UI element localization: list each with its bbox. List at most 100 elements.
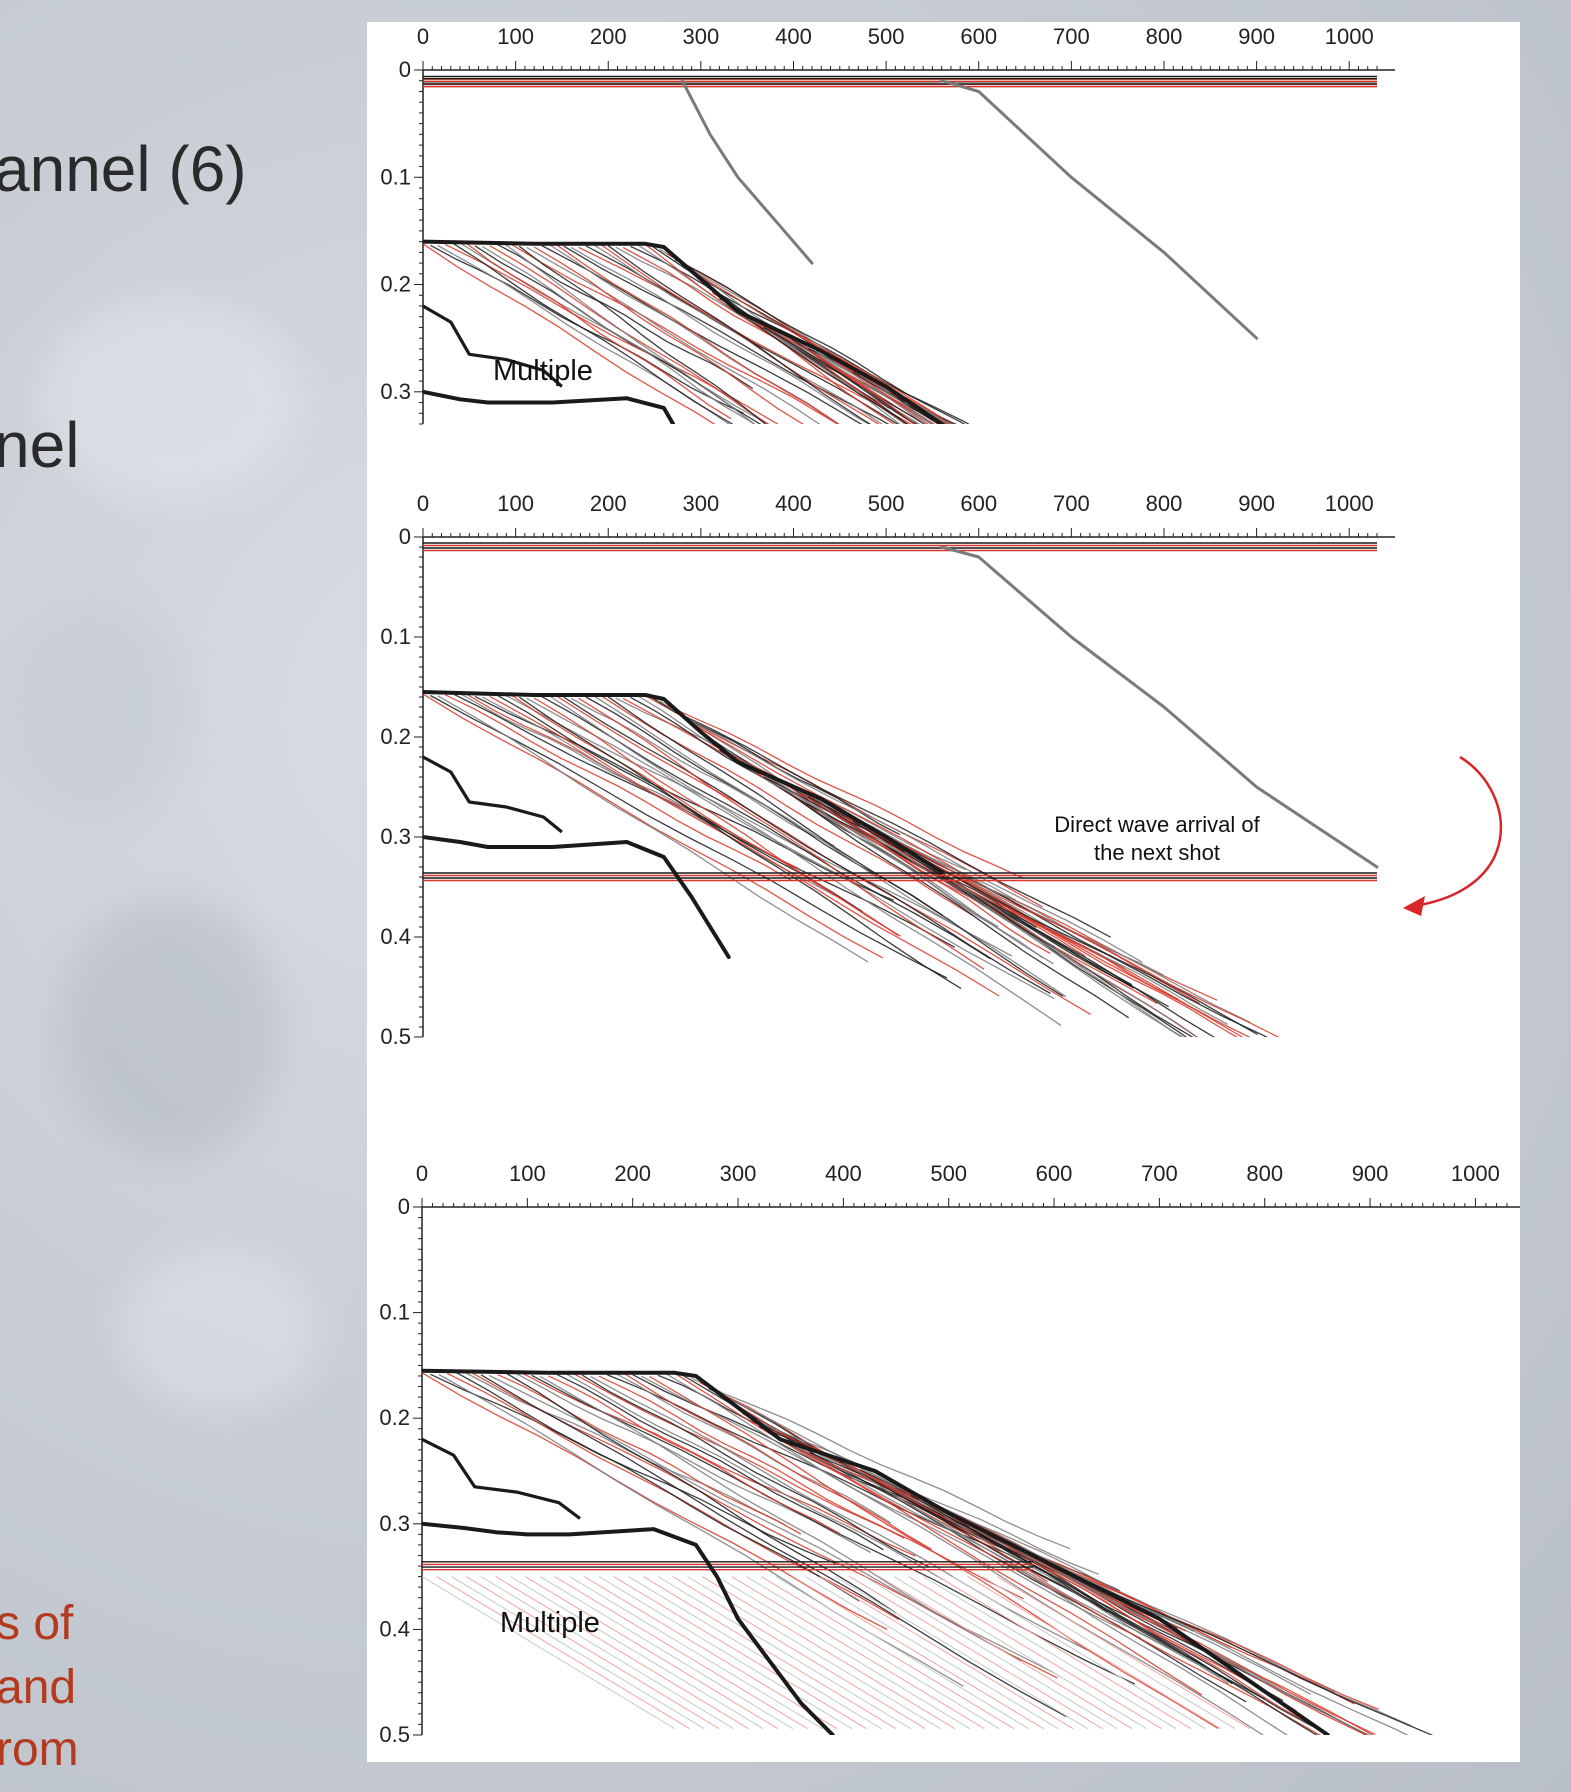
seismic-trace <box>455 1371 860 1602</box>
seismic-trace <box>644 243 895 424</box>
faded-trace <box>636 549 1008 662</box>
seismic-trace <box>593 695 1067 998</box>
faded-trace <box>534 547 906 695</box>
seismic-trace <box>691 1377 1071 1550</box>
y-tick-label: 0.3 <box>380 824 411 849</box>
chart-panel-3: 0 100 200 300 400 500 600 700 800 900 1000 0 0.1 0.2 0… <box>379 1161 1520 1747</box>
seismic-trace <box>674 259 966 424</box>
y-tick-label: 0.3 <box>379 1511 410 1536</box>
x-tick-label: 800 <box>1146 24 1183 49</box>
x-tick-label: 600 <box>960 491 997 516</box>
y-tick-label: 0.2 <box>380 272 411 297</box>
lower-trace <box>657 1576 912 1730</box>
seismic-trace <box>919 858 1269 1037</box>
seismic-trace <box>556 695 1091 1015</box>
faded-trace <box>911 547 1283 711</box>
seismic-trace <box>623 1372 933 1550</box>
faded-trace <box>1299 547 1381 579</box>
seismic-trace <box>741 313 909 424</box>
seismic-trace <box>585 245 899 424</box>
faded-trace <box>1227 81 1381 142</box>
faded-trace <box>993 547 1365 662</box>
faded-trace <box>524 547 896 687</box>
seismic-trace <box>539 1375 1022 1662</box>
background-blotch <box>120 1250 320 1410</box>
seismic-trace <box>489 695 1000 997</box>
faded-trace <box>1166 547 1381 629</box>
annotation-direct-wave-line-1: Direct wave arrival of <box>1054 812 1260 837</box>
seismic-trace <box>837 809 1184 1037</box>
figure-svg: 0 100 200 300 400 500 600 700 800 900 100000.10.20… <box>379 24 1520 1747</box>
seismic-trace <box>452 242 734 424</box>
lower-trace <box>805 1576 1059 1730</box>
faded-trace <box>473 81 845 248</box>
lower-trace <box>642 1576 897 1730</box>
lower-trace <box>908 1576 1162 1730</box>
slide-note-line-3: rom <box>0 1723 79 1776</box>
lower-trace <box>746 1576 1000 1730</box>
lower-trace <box>451 1576 705 1730</box>
faded-trace <box>1136 83 1381 164</box>
faded-trace <box>1054 547 1381 692</box>
faded-trace <box>1034 548 1381 685</box>
seismic-trace <box>459 693 722 829</box>
trace-texture-group <box>423 547 1381 1037</box>
faded-trace <box>1156 82 1381 168</box>
seismic-trace <box>778 331 927 424</box>
faded-trace <box>769 82 1141 255</box>
faded-trace <box>1125 548 1381 661</box>
slide-note-line-1: s of <box>0 1597 74 1650</box>
red-arrow-head <box>1403 896 1425 916</box>
lower-trace <box>480 1576 735 1730</box>
seismic-trace <box>674 711 1111 938</box>
y-tick-label: 0.4 <box>379 1616 410 1641</box>
lower-trace <box>598 1576 853 1730</box>
x-tick-label: 100 <box>497 491 534 516</box>
faded-trace <box>840 82 1212 256</box>
y-tick-label: 0.3 <box>380 379 411 404</box>
faded-trace <box>1115 81 1381 200</box>
seismic-trace <box>815 350 927 424</box>
seismic-trace <box>935 1506 1233 1685</box>
faded-trace <box>1197 83 1381 168</box>
seismic-trace <box>889 390 949 424</box>
seismic-trace <box>548 243 840 424</box>
x-tick-label: 500 <box>868 24 905 49</box>
x-tick-label: 900 <box>1352 1161 1389 1186</box>
seismic-trace <box>800 344 916 424</box>
seismic-trace <box>481 245 756 424</box>
faded-trace <box>1207 83 1381 140</box>
seismic-trace <box>994 1536 1371 1735</box>
seismic-trace <box>770 778 1044 959</box>
lower-trace <box>539 1576 794 1730</box>
trace-texture-group <box>422 1371 1434 1735</box>
seismic-trace <box>852 371 941 424</box>
lower-trace <box>613 1576 867 1730</box>
faded-trace <box>1034 81 1381 229</box>
lower-trace <box>628 1576 882 1730</box>
lower-trace <box>937 1576 1192 1730</box>
x-tick-label: 100 <box>497 24 534 49</box>
seismic-trace <box>904 851 1198 1037</box>
lower-trace <box>583 1576 838 1730</box>
faded-trace <box>1278 549 1381 580</box>
chart-panel-1: 0 100 200 300 400 500 600 700 800 900 1000 0 0.1 0.2 0… <box>380 24 1395 425</box>
chart-panel-2: 0 100 200 300 400 500 600 700 800 900 1000 0 0.1 0.2 0… <box>380 491 1395 1049</box>
lower-trace <box>952 1576 1206 1730</box>
seismic-trace <box>518 696 962 990</box>
faded-trace <box>626 83 998 254</box>
faded-trace <box>463 547 835 695</box>
x-tick-label: 300 <box>720 1161 757 1186</box>
faded-trace <box>972 547 1344 703</box>
faded-trace <box>555 548 927 709</box>
seismic-trace <box>867 827 1280 1037</box>
seismic-trace <box>423 243 716 424</box>
annotation-multiple-top: Multiple <box>493 355 593 387</box>
faded-trace <box>1288 82 1381 115</box>
seismic-trace <box>563 245 890 424</box>
seismic-trace <box>933 868 1238 1037</box>
seismic-trace <box>834 1457 1284 1702</box>
x-tick-label: 1000 <box>1325 24 1374 49</box>
seismic-trace <box>590 1375 1088 1651</box>
lower-trace <box>554 1576 808 1730</box>
